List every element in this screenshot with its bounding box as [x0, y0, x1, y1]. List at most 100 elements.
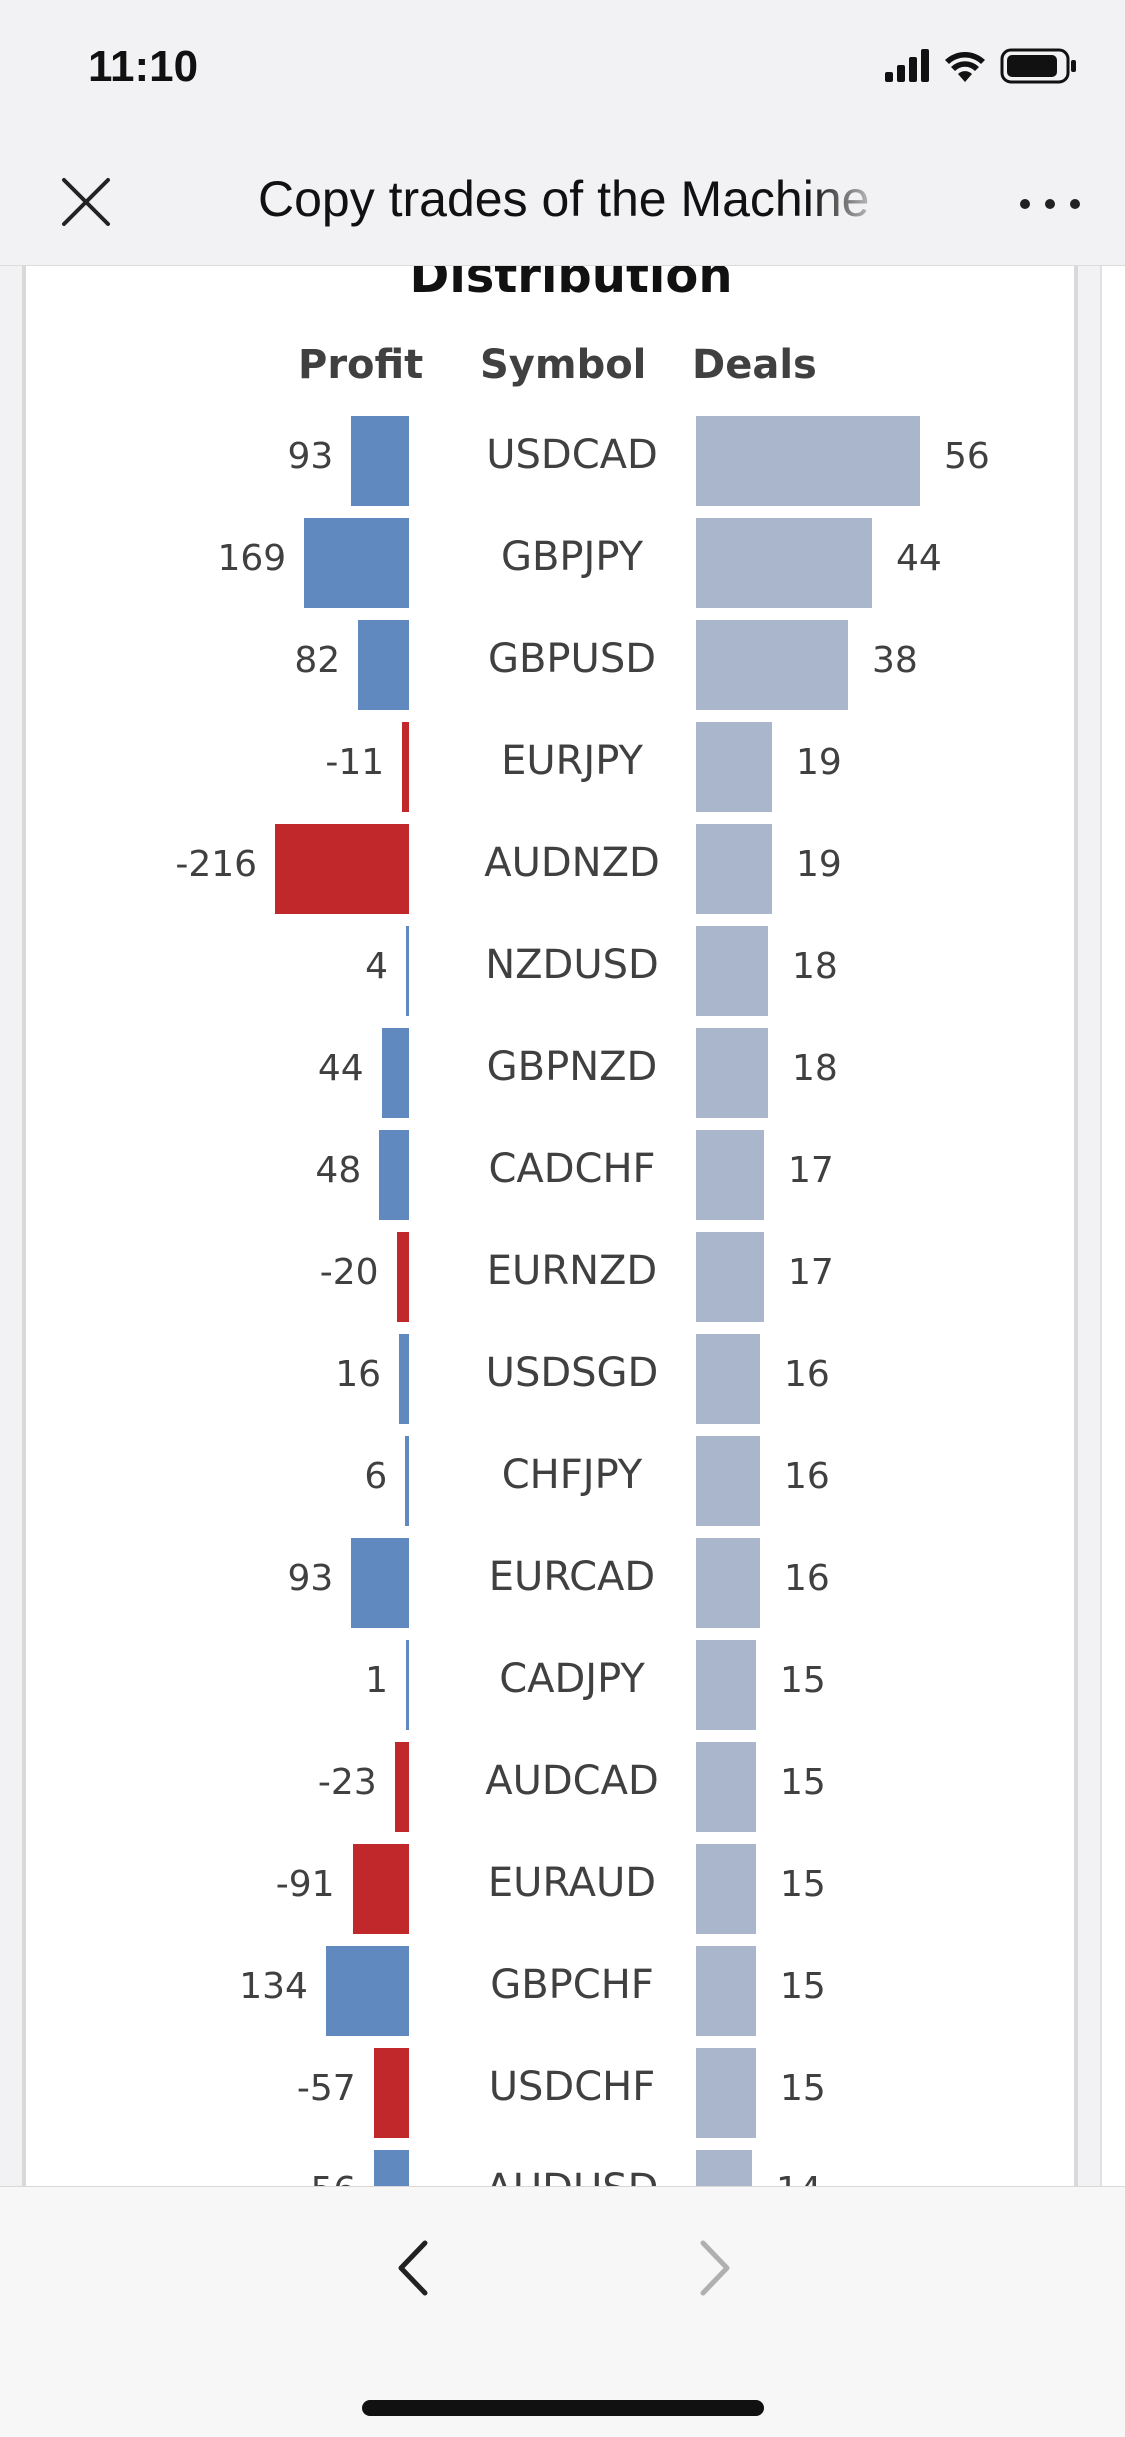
profit-label: 4	[365, 946, 388, 987]
table-row: 16 USDSGD 16	[26, 1334, 1125, 1424]
forward-arrow-icon[interactable]	[683, 2233, 743, 2303]
deals-label: 17	[788, 1252, 834, 1293]
close-icon[interactable]	[56, 172, 116, 232]
column-header-symbol: Symbol	[480, 342, 647, 388]
profit-bar	[406, 926, 409, 1016]
deals-bar	[696, 1334, 760, 1424]
deals-label: 56	[944, 436, 990, 477]
profit-label: -23	[317, 1762, 377, 1803]
symbol-label: AUDUSD	[472, 2166, 672, 2186]
profit-bar	[405, 1436, 409, 1526]
symbol-label: EURAUD	[487, 1860, 657, 1906]
profit-label: -20	[319, 1252, 379, 1293]
next-page-edge	[1100, 266, 1125, 2186]
table-row: 44 GBPNZD 18	[26, 1028, 1125, 1118]
symbol-label: CADCHF	[488, 1146, 656, 1192]
symbol-label: CADJPY	[499, 1656, 645, 1702]
deals-bar	[696, 1130, 764, 1220]
table-row: -91 EURAUD 15	[26, 1844, 1125, 1934]
column-header-deals: Deals	[692, 342, 817, 388]
profit-bar	[351, 1538, 409, 1628]
deals-label: 16	[784, 1558, 830, 1599]
deals-label: 18	[792, 946, 838, 987]
deals-bar	[696, 2150, 752, 2186]
more-options-icon[interactable]	[1015, 174, 1085, 234]
symbol-label: EURJPY	[501, 738, 643, 784]
table-row: 134 GBPCHF 15	[26, 1946, 1125, 2036]
cellular-signal-icon	[885, 49, 929, 82]
profit-bar	[381, 1028, 409, 1118]
table-row: 4 NZDUSD 18	[26, 926, 1125, 1016]
profit-label: 44	[317, 1048, 364, 1089]
profit-label: 56	[310, 2170, 356, 2186]
table-row: -23 AUDCAD 15	[26, 1742, 1125, 1832]
profit-label: 6	[364, 1456, 388, 1497]
profit-label: -11	[325, 742, 385, 783]
deals-bar	[696, 1436, 760, 1526]
profit-bar	[406, 1640, 409, 1730]
profit-bar	[275, 824, 409, 914]
profit-bar	[352, 1844, 409, 1934]
symbol-label: USDSGD	[485, 1350, 659, 1396]
symbol-label: USDCHF	[488, 2064, 656, 2110]
profit-label: -57	[296, 2068, 356, 2109]
deals-bar	[696, 620, 848, 710]
deals-label: 17	[788, 1150, 834, 1191]
profit-label: -216	[175, 844, 258, 885]
profit-bar	[358, 620, 409, 710]
deals-label: 19	[796, 844, 842, 885]
deals-bar	[696, 722, 772, 812]
status-time: 11:10	[88, 42, 199, 91]
symbol-label: EURCAD	[488, 1554, 656, 1600]
profit-bar	[351, 416, 409, 506]
deals-bar	[696, 1028, 768, 1118]
deals-bar	[696, 1844, 756, 1934]
deals-label: 15	[780, 1660, 826, 1701]
profit-bar	[374, 2150, 409, 2186]
symbol-label: USDCAD	[486, 432, 658, 478]
symbol-label: GBPJPY	[500, 534, 644, 580]
symbol-label: AUDNZD	[484, 840, 660, 886]
profit-bar	[304, 518, 409, 608]
deals-bar	[696, 1946, 756, 2036]
symbol-label: EURNZD	[486, 1248, 658, 1294]
table-row: 56 AUDUSD 14	[26, 2150, 1125, 2186]
symbol-label: NZDUSD	[485, 942, 659, 988]
deals-label: 44	[896, 538, 942, 579]
table-row: 6 CHFJPY 16	[26, 1436, 1125, 1526]
deals-label: 15	[780, 1864, 826, 1905]
table-row: 93 USDCAD 56	[26, 416, 1125, 506]
profit-bar	[394, 1742, 409, 1832]
table-row: -57 USDCHF 15	[26, 2048, 1125, 2138]
profit-label: -91	[275, 1864, 335, 1905]
deals-bar	[696, 1538, 760, 1628]
chart-card: Distribution Profit Symbol Deals 93 USDCA…	[22, 266, 1078, 2186]
profit-label: 82	[294, 640, 341, 681]
deals-bar	[696, 1742, 756, 1832]
table-row: 48 CADCHF 17	[26, 1130, 1125, 1220]
status-bar: 11:10	[0, 0, 1125, 140]
deals-bar	[696, 926, 768, 1016]
back-arrow-icon[interactable]	[385, 2233, 445, 2303]
profit-bar	[399, 1334, 409, 1424]
profit-bar	[373, 2048, 409, 2138]
deals-label: 16	[784, 1456, 830, 1497]
web-content[interactable]: Distribution Profit Symbol Deals 93 USDCA…	[0, 266, 1125, 2186]
deals-bar	[696, 518, 872, 608]
profit-label: 134	[239, 1966, 308, 2007]
profit-bar	[325, 1946, 409, 2036]
table-row: -20 EURNZD 17	[26, 1232, 1125, 1322]
profit-label: 1	[365, 1660, 388, 1701]
profit-bar	[402, 722, 409, 812]
symbol-label: GBPUSD	[487, 636, 657, 682]
deals-bar	[696, 2048, 756, 2138]
table-row: 1 CADJPY 15	[26, 1640, 1125, 1730]
profit-label: 16	[335, 1354, 382, 1395]
title-fade	[810, 160, 890, 240]
symbol-label: CHFJPY	[501, 1452, 643, 1498]
deals-label: 19	[796, 742, 842, 783]
navigation-bar: Copy trades of the Machine	[0, 140, 1125, 266]
profit-bar	[396, 1232, 409, 1322]
deals-label: 18	[792, 1048, 838, 1089]
table-row: -11 EURJPY 19	[26, 722, 1125, 812]
